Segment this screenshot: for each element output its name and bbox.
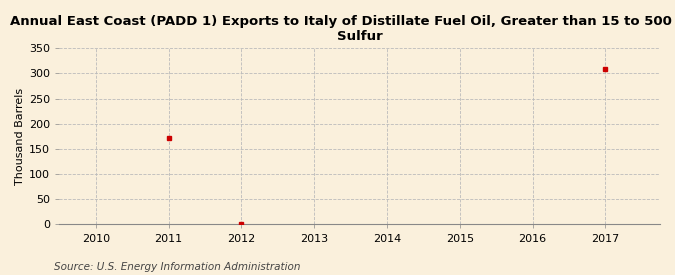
Text: Source: U.S. Energy Information Administration: Source: U.S. Energy Information Administ… [54, 262, 300, 272]
Y-axis label: Thousand Barrels: Thousand Barrels [15, 88, 25, 185]
Title: Annual East Coast (PADD 1) Exports to Italy of Distillate Fuel Oil, Greater than: Annual East Coast (PADD 1) Exports to It… [10, 15, 675, 43]
